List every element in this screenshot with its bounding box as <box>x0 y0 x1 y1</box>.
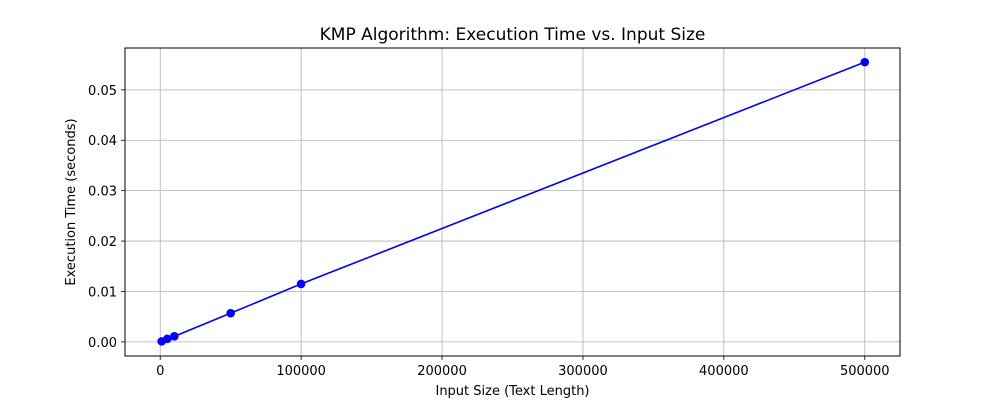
data-point <box>860 57 870 67</box>
y-tick-label: 0.04 <box>88 134 117 149</box>
series-layer <box>157 57 870 346</box>
x-tick-label: 300000 <box>558 364 608 379</box>
x-axis-ticks: 0 100000 200000 300000 400000 500000 <box>156 356 890 379</box>
x-tick-label: 100000 <box>276 364 326 379</box>
x-tick-label: 500000 <box>840 364 890 379</box>
y-tick-label: 0.03 <box>88 185 117 200</box>
chart-title: KMP Algorithm: Execution Time vs. Input … <box>320 25 706 45</box>
y-tick-label: 0.05 <box>88 84 117 99</box>
y-tick-label: 0.00 <box>88 336 117 351</box>
y-tick-label: 0.01 <box>88 285 117 300</box>
data-point <box>170 332 179 341</box>
data-point <box>226 308 235 318</box>
y-tick-label: 0.02 <box>88 235 117 250</box>
y-axis-ticks: 0.00 0.01 0.02 0.03 0.04 0.05 <box>88 84 125 351</box>
grid-layer <box>125 48 900 356</box>
x-tick-label: 200000 <box>417 364 467 379</box>
data-point <box>162 334 172 344</box>
plot-area-frame <box>124 47 901 357</box>
x-tick-label: 0 <box>156 364 164 379</box>
x-tick-label: 400000 <box>699 364 749 379</box>
x-axis-label: Input Size (Text Length) <box>435 384 589 399</box>
y-axis-label: Execution Time (seconds) <box>64 118 79 285</box>
data-point <box>296 279 306 289</box>
